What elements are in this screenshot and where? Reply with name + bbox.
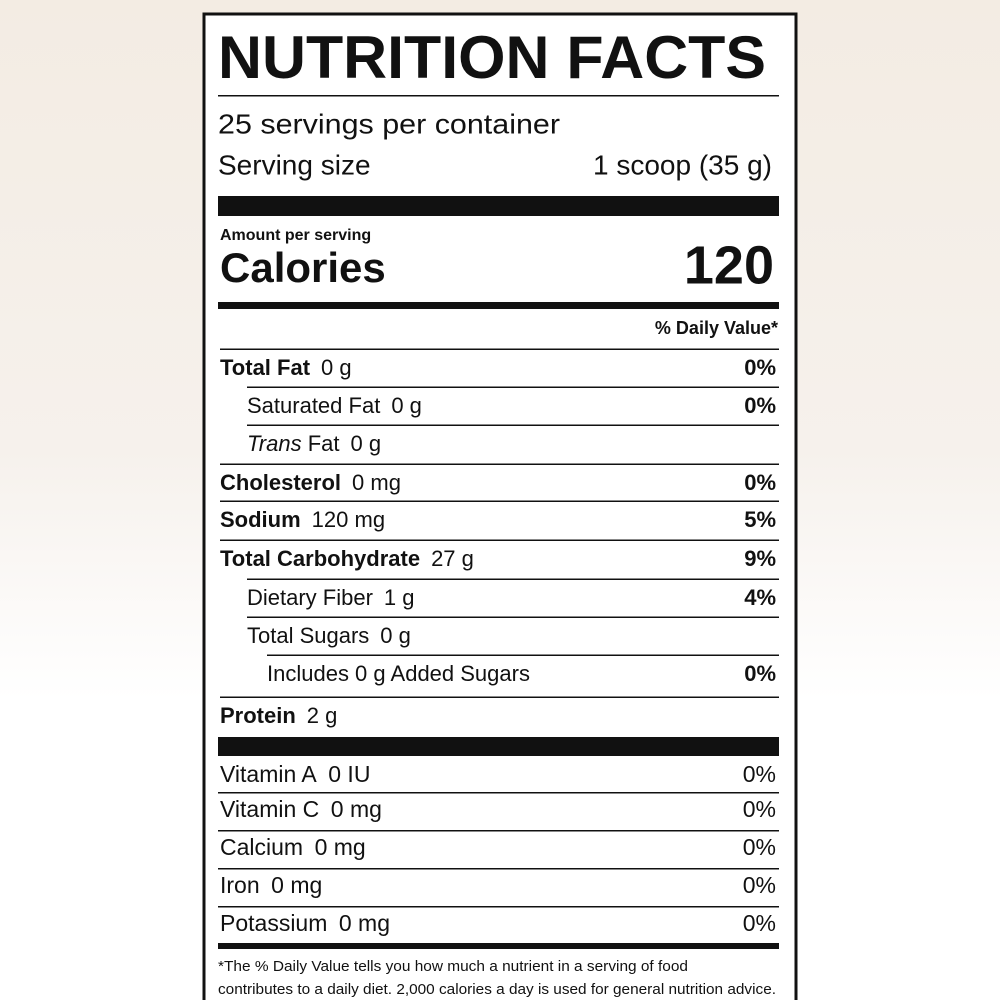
rule [218,95,779,97]
vitamin-row: Calcium 0 mg [220,834,366,860]
nutrient-name: Cholesterol [220,470,341,495]
rule [247,424,779,426]
vitamin-dv: 0% [743,872,776,898]
nutrient-row: Sodium 120 mg [220,507,385,532]
rule [220,348,779,350]
rule [220,539,779,541]
vitamin-dv: 0% [743,796,776,822]
nutrient-row: Total Fat 0 g [220,355,352,380]
rule [220,696,779,698]
label-box [202,12,798,1000]
nutrient-amount: 0 g [351,431,382,456]
nutrient-name: Sodium [220,507,301,532]
rule [247,616,779,618]
nutrient-row: Total Sugars 0 g [247,623,411,648]
rule [218,906,779,908]
vitamin-row: Vitamin A 0 IU [220,761,370,787]
nutrient-name: Fat [308,431,340,456]
nutrient-row: Cholesterol 0 mg [220,470,401,495]
nutrient-amount: 0 g [391,393,422,418]
serving-size-label: Serving size [218,149,371,180]
nutrient-name: Total Sugars [247,623,369,648]
nutrient-name: Protein [220,703,296,728]
thick-bar [218,737,779,756]
rule [247,578,779,580]
rule [220,463,779,465]
rule [218,943,779,949]
nutrient-dv: 9% [744,546,776,571]
nutrient-dv: 0% [744,393,776,418]
nutrient-amount: 0 g [380,623,411,648]
nutrient-amount: 120 mg [312,507,385,532]
nutrient-row: Saturated Fat 0 g [247,393,422,418]
nutrient-row: Protein 2 g [220,703,337,728]
nutrient-name: Dietary Fiber [247,585,373,610]
vitamin-name: Iron [220,872,260,898]
nutrient-dv: 0% [744,661,776,686]
calories-caption: Amount per serving [220,227,371,244]
nutrient-dv: 5% [744,507,776,532]
vitamin-amount: 0 IU [328,761,370,787]
nutrient-name-italic: Trans [247,431,302,456]
rule [218,792,779,794]
dv-header: % Daily Value* [655,318,778,338]
nutrient-row: Trans Fat 0 g [247,431,381,456]
title: NUTRITION FACTS [218,24,766,91]
nutrient-row: Dietary Fiber 1 g [247,585,415,610]
footnote-line: *The % Daily Value tells you how much a … [218,958,688,975]
nutrient-dv: 4% [744,585,776,610]
rule [267,654,779,656]
vitamin-name: Vitamin A [220,761,317,787]
vitamin-dv: 0% [743,910,776,936]
nutrient-dv: 0% [744,355,776,380]
vitamin-amount: 0 mg [339,910,390,936]
nutrient-amount: 2 g [307,703,338,728]
nutrient-amount: 1 g [384,585,415,610]
nutrient-row: Includes 0 g Added Sugars [267,661,530,686]
rule [218,830,779,832]
vitamin-amount: 0 mg [315,834,366,860]
nutrient-amount: 27 g [431,546,474,571]
thick-bar [218,196,779,216]
serving-size-value: 1 scoop (35 g) [593,149,772,180]
vitamin-name: Potassium [220,910,327,936]
vitamin-dv: 0% [743,761,776,787]
nutrient-name: Includes 0 g Added Sugars [267,661,530,686]
vitamin-dv: 0% [743,834,776,860]
vitamin-name: Vitamin C [220,796,319,822]
vitamin-row: Iron 0 mg [220,872,322,898]
vitamin-name: Calcium [220,834,303,860]
nutrient-amount: 0 mg [352,470,401,495]
nutrient-name: Saturated Fat [247,393,380,418]
servings: 25 servings per container [218,108,560,139]
vitamin-row: Potassium 0 mg [220,910,390,936]
rule [218,868,779,870]
nutrient-amount: 0 g [321,355,352,380]
nutrient-row: Total Carbohydrate 27 g [220,546,474,571]
vitamin-amount: 0 mg [271,872,322,898]
footnote-line: contributes to a daily diet. 2,000 calor… [218,981,776,998]
nutrient-name: Total Carbohydrate [220,546,420,571]
nutrient-name: Total Fat [220,355,311,380]
rule [247,386,779,388]
nutrient-dv: 0% [744,470,776,495]
rule [218,302,779,309]
vitamin-row: Vitamin C 0 mg [220,796,382,822]
calories-label: Calories [220,244,386,291]
rule [220,500,779,502]
vitamin-amount: 0 mg [331,796,382,822]
calories-value: 120 [684,235,774,295]
